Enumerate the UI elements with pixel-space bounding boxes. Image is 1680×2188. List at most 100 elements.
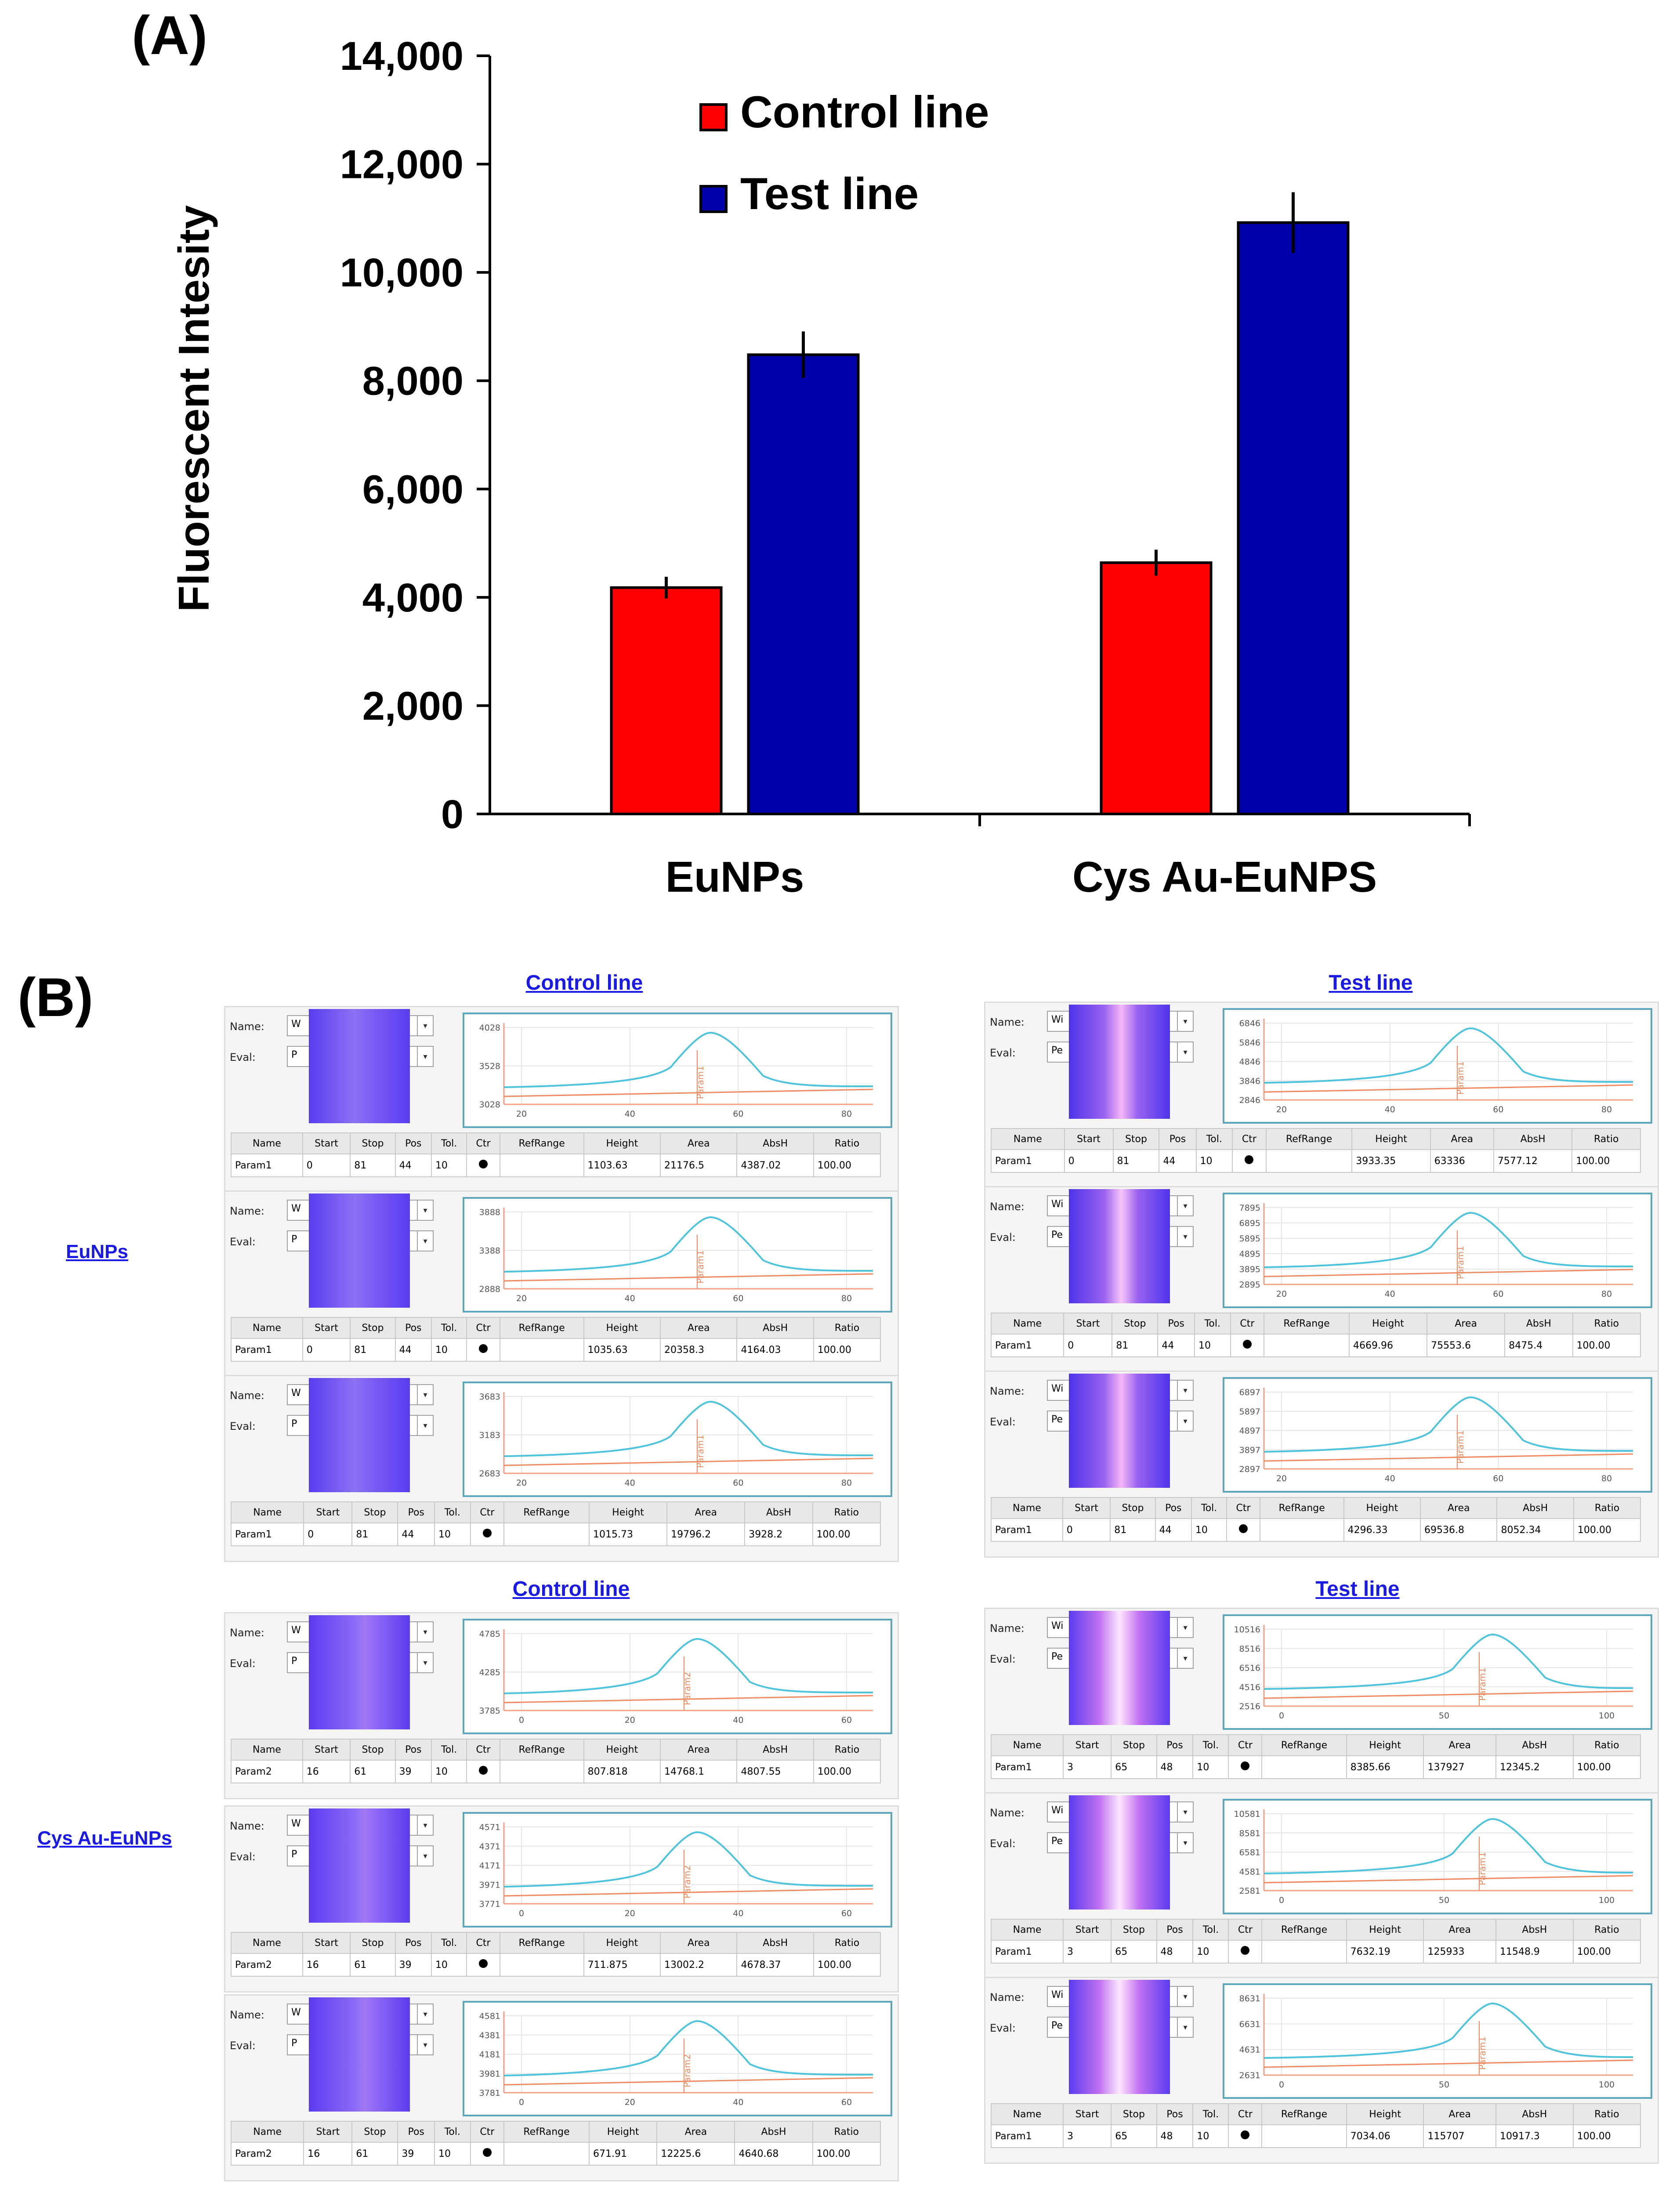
- eval-label: Eval:: [990, 2022, 1016, 2034]
- table-cell: 8385.66: [1346, 1755, 1424, 1779]
- chevron-down-icon[interactable]: ▾: [417, 1201, 433, 1220]
- table-header: Height: [583, 1317, 661, 1339]
- chevron-down-icon[interactable]: ▾: [1177, 2018, 1193, 2037]
- chevron-down-icon[interactable]: ▾: [417, 1416, 433, 1435]
- ctr-radio-icon[interactable]: [1241, 1946, 1250, 1955]
- chevron-down-icon[interactable]: ▾: [1177, 1012, 1193, 1031]
- strip-image: [1069, 1189, 1170, 1303]
- table-header: Ctr: [470, 1501, 505, 1523]
- ctr-radio-icon[interactable]: [482, 2148, 492, 2157]
- plot-x-tick: 0: [519, 1715, 524, 1725]
- ctr-radio-icon[interactable]: [479, 1959, 488, 1968]
- intensity-curve: [503, 1831, 873, 1888]
- ctr-radio-icon[interactable]: [1245, 1155, 1254, 1164]
- table-header: Pos: [1157, 1313, 1195, 1334]
- plot-x-tick: 60: [1493, 1105, 1503, 1114]
- chevron-down-icon[interactable]: ▾: [1177, 1649, 1193, 1668]
- plot-y-tick: 3981: [479, 2069, 500, 2079]
- baseline-line: [1264, 1875, 1633, 1884]
- chevron-down-icon[interactable]: ▾: [1177, 1227, 1193, 1246]
- chevron-down-icon[interactable]: ▾: [417, 1653, 433, 1672]
- plot-y-tick: 8581: [1239, 1829, 1260, 1838]
- chevron-down-icon[interactable]: ▾: [417, 1622, 433, 1642]
- plot-x-tick: 20: [625, 2098, 635, 2107]
- table-cell: 4807.55: [736, 1760, 814, 1783]
- table-cell: Param1: [990, 1334, 1064, 1357]
- chevron-down-icon[interactable]: ▾: [1177, 1618, 1193, 1637]
- table-cell: 1035.63: [583, 1338, 661, 1362]
- table-row: Param1 0 81 44 10 4296.33 69536.8 8052.34 100.00: [991, 1518, 1641, 1542]
- ctr-radio-icon[interactable]: [1241, 1761, 1250, 1770]
- intensity-curve: [1264, 1633, 1633, 1690]
- row-label-cys-au-eunps: Cys Au-EuNPs: [37, 1827, 172, 1849]
- chevron-down-icon[interactable]: ▾: [1177, 1987, 1193, 2006]
- ctr-radio-icon[interactable]: [479, 1344, 488, 1353]
- table-cell: 63336: [1430, 1149, 1494, 1173]
- baseline-line: [1264, 2059, 1633, 2068]
- intensity-plot: 4785 4285 3785 0 20 40 60 Param2: [463, 1619, 892, 1734]
- table-header: Ratio: [813, 1132, 881, 1154]
- plot-y-tick: 3528: [479, 1062, 500, 1071]
- table-header: Height: [1346, 1734, 1424, 1756]
- table-cell: 12225.6: [656, 2142, 735, 2166]
- table-cell: 16: [303, 2142, 353, 2166]
- table-cell: [1265, 1149, 1353, 1173]
- table-cell: Param1: [990, 1940, 1064, 1964]
- table-header: Ratio: [1571, 1128, 1641, 1150]
- table-header: Height: [1348, 1313, 1428, 1334]
- chevron-down-icon[interactable]: ▾: [417, 2004, 433, 2024]
- chevron-down-icon[interactable]: ▾: [1177, 1411, 1193, 1431]
- ctr-radio-icon[interactable]: [1241, 2130, 1250, 2139]
- y-tick-label: 8,000: [362, 359, 463, 404]
- chevron-down-icon[interactable]: ▾: [1177, 1196, 1193, 1215]
- chevron-down-icon[interactable]: ▾: [417, 2035, 433, 2054]
- plot-y-tick: 4581: [1239, 1867, 1260, 1877]
- table-cell: Param2: [230, 2142, 304, 2166]
- table-row: Param2 16 61 39 10 711.875 13002.2 4678.37 100.0…: [231, 1953, 881, 1977]
- plot-x-tick: 60: [841, 2098, 852, 2107]
- table-cell: 100.00: [1573, 1518, 1641, 1542]
- ctr-radio-icon[interactable]: [482, 1529, 492, 1537]
- table-cell: 11548.9: [1495, 1940, 1574, 1964]
- chevron-down-icon[interactable]: ▾: [417, 1231, 433, 1251]
- chevron-down-icon[interactable]: ▾: [1177, 1833, 1193, 1852]
- x-tick-label: Cys Au-EuNPS: [1072, 853, 1377, 901]
- table-header: Ctr: [466, 1132, 500, 1154]
- table-cell: 10: [1195, 1149, 1233, 1173]
- table-header: Tol.: [434, 2121, 471, 2143]
- table-cell: 10917.3: [1495, 2124, 1574, 2148]
- y-axis-label: Fluorescent Intesity: [170, 205, 218, 612]
- bar-control-line: [1100, 561, 1213, 816]
- table-header: Stop: [1112, 1313, 1159, 1334]
- chevron-down-icon[interactable]: ▾: [417, 1815, 433, 1835]
- table-cell: 100.00: [1572, 1334, 1641, 1357]
- plot-y-tick: 2897: [1239, 1465, 1260, 1474]
- chevron-down-icon[interactable]: ▾: [417, 1385, 433, 1404]
- strip-image: [309, 1193, 410, 1308]
- chevron-down-icon[interactable]: ▾: [417, 1846, 433, 1866]
- chevron-down-icon[interactable]: ▾: [1177, 1802, 1193, 1822]
- table-header: Pos: [1156, 1919, 1194, 1941]
- combo-value: Pe: [1051, 1230, 1063, 1240]
- chevron-down-icon[interactable]: ▾: [417, 1016, 433, 1035]
- chevron-down-icon[interactable]: ▾: [1177, 1042, 1193, 1062]
- ctr-radio-icon[interactable]: [1242, 1340, 1252, 1349]
- table-cell: 48: [1156, 2124, 1194, 2148]
- name-label: Name:: [990, 1385, 1025, 1397]
- chevron-down-icon[interactable]: ▾: [1177, 1381, 1193, 1400]
- plot-x-tick: 40: [625, 1478, 635, 1488]
- chevron-down-icon[interactable]: ▾: [417, 1047, 433, 1066]
- table-header: Ctr: [1228, 2103, 1263, 2125]
- combo-value: Wi: [1051, 1805, 1064, 1816]
- eval-label: Eval:: [990, 1231, 1016, 1244]
- ctr-radio-icon[interactable]: [479, 1160, 488, 1168]
- y-tick-label: 6,000: [362, 467, 463, 512]
- ctr-radio-icon[interactable]: [479, 1766, 488, 1775]
- table-cell: 61: [350, 1760, 396, 1783]
- plot-y-tick: 4846: [1239, 1057, 1260, 1067]
- plot-x-tick: 20: [625, 1715, 635, 1725]
- ctr-radio-icon[interactable]: [1239, 1524, 1248, 1533]
- table-cell: Param2: [231, 1953, 303, 1977]
- table-header: Tol.: [431, 1317, 467, 1339]
- table-cell: [466, 1760, 500, 1783]
